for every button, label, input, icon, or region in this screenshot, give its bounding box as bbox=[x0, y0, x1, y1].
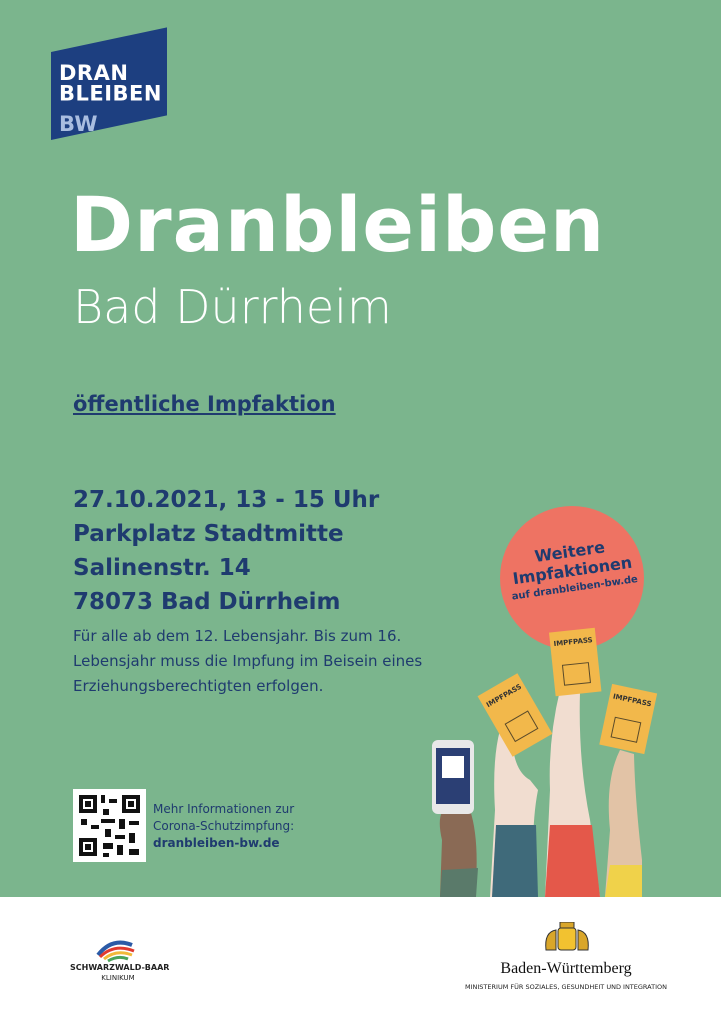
subtitle: Bad Dürrheim bbox=[73, 280, 392, 334]
arm bbox=[605, 750, 642, 897]
logo-line: BW bbox=[59, 112, 99, 137]
state-crest bbox=[545, 922, 589, 951]
info-line: Corona-Schutzimpfung: bbox=[153, 819, 295, 833]
info-line: Mehr Informationen zur bbox=[153, 802, 295, 816]
klinikum-mark bbox=[96, 940, 135, 963]
event-note: Für alle ab dem 12. Lebensjahr. Bis zum … bbox=[73, 624, 422, 699]
sleeve bbox=[545, 825, 600, 897]
title: Dranbleiben bbox=[70, 180, 606, 269]
footer-right-sub: MINISTERIUM FÜR SOZIALES, GESUNDHEIT UND… bbox=[465, 983, 667, 991]
logo-line: BLEIBEN bbox=[59, 81, 162, 106]
illustration: IMPFPASS IMPFPASS IMPFPASS bbox=[432, 627, 658, 897]
detail-line: 78073 Bad Dürrheim bbox=[73, 589, 341, 615]
event-details: 27.10.2021, 13 - 15 Uhr Parkplatz Stadtm… bbox=[73, 483, 379, 619]
info-link[interactable]: dranbleiben-bw.de bbox=[153, 836, 280, 850]
detail-line: Salinenstr. 14 bbox=[73, 555, 251, 581]
badge: Weitere Impfaktionen auf dranbleiben-bw.… bbox=[500, 506, 644, 650]
note-line: Erziehungsberechtigten erfolgen. bbox=[73, 677, 324, 695]
qr-code bbox=[73, 789, 146, 862]
info: Mehr Informationen zur Corona-Schutzimpf… bbox=[153, 801, 294, 852]
green-panel bbox=[0, 0, 721, 897]
phone-qr bbox=[442, 756, 464, 778]
sleeve bbox=[492, 825, 538, 897]
sleeve bbox=[440, 868, 478, 897]
footer-left-name: SCHWARZWALD-BAAR bbox=[70, 963, 170, 972]
footer-right-name: Baden-Württemberg bbox=[500, 960, 632, 977]
detail-line: 27.10.2021, 13 - 15 Uhr bbox=[73, 487, 380, 513]
card: IMPFPASS bbox=[599, 683, 658, 755]
card: IMPFPASS bbox=[477, 673, 553, 757]
detail-line: Parkplatz Stadtmitte bbox=[73, 521, 344, 547]
note-line: Für alle ab dem 12. Lebensjahr. Bis zum … bbox=[73, 627, 402, 645]
event-heading: öffentliche Impfaktion bbox=[73, 392, 336, 416]
card: IMPFPASS bbox=[548, 627, 602, 697]
sleeve bbox=[605, 865, 642, 897]
badge-text: Weitere Impfaktionen auf dranbleiben-bw.… bbox=[497, 532, 647, 604]
footer-left-sub: KLINIKUM bbox=[101, 974, 135, 982]
note-line: Lebensjahr muss die Impfung im Beisein e… bbox=[73, 652, 423, 670]
qr-pattern bbox=[79, 795, 140, 857]
